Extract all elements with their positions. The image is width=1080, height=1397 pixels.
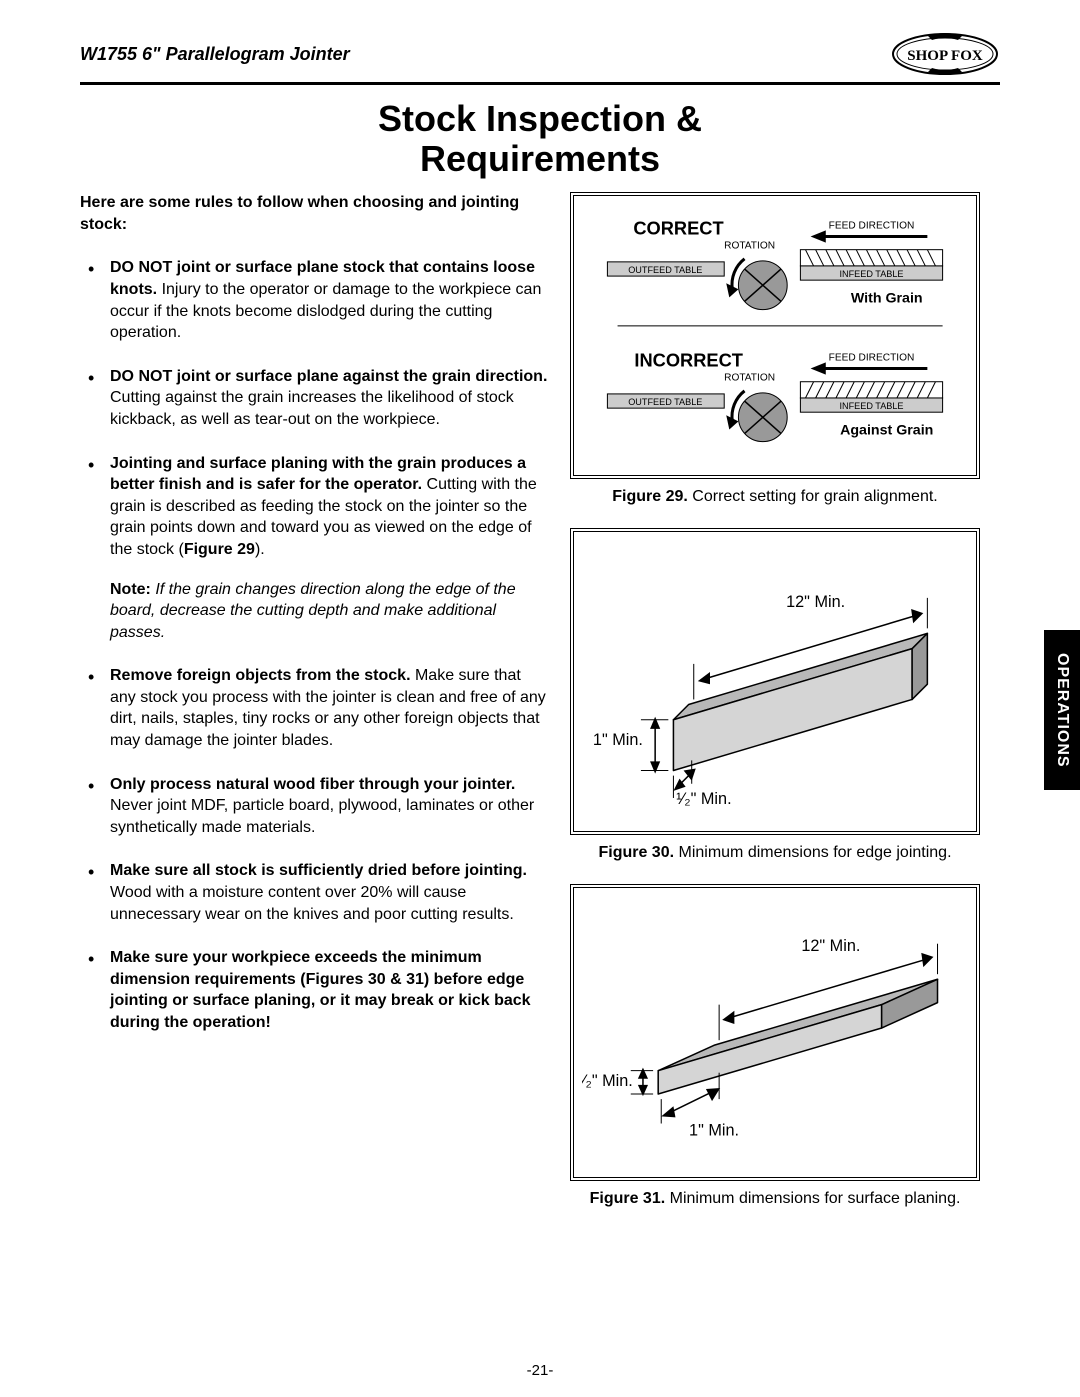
svg-text:12" Min.: 12" Min. — [801, 937, 860, 955]
svg-text:FEED DIRECTION: FEED DIRECTION — [829, 353, 915, 364]
page-title: Stock Inspection & Requirements — [300, 99, 780, 178]
svg-text:SHOP FOX: SHOP FOX — [907, 48, 983, 64]
svg-text:INCORRECT: INCORRECT — [634, 350, 743, 371]
brand-logo: SHOP FOX — [890, 30, 1000, 78]
intro-text: Here are some rules to follow when choos… — [80, 192, 550, 235]
page-number: -21- — [0, 1362, 1080, 1379]
list-item: Make sure your workpiece exceeds the min… — [110, 947, 550, 1033]
text-column: Here are some rules to follow when choos… — [80, 192, 550, 1230]
figure-30-caption: Figure 30. Minimum dimensions for edge j… — [570, 843, 980, 864]
svg-text:FEED DIRECTION: FEED DIRECTION — [829, 221, 915, 232]
svg-text:CORRECT: CORRECT — [633, 218, 723, 239]
svg-text:12" Min.: 12" Min. — [786, 593, 845, 611]
svg-text:OUTFEED TABLE: OUTFEED TABLE — [628, 265, 702, 275]
svg-text:ROTATION: ROTATION — [724, 373, 775, 384]
svg-text:OUTFEED TABLE: OUTFEED TABLE — [628, 397, 702, 407]
surface-plane-diagram: 12" Min. ¹⁄₂" Min. 1" Min. — [582, 898, 968, 1162]
svg-text:Against Grain: Against Grain — [840, 423, 933, 439]
figure-30-box: 12" Min. 1" Min. ¹⁄₂" Min. — [570, 528, 980, 835]
list-item: DO NOT joint or surface plane stock that… — [110, 257, 550, 343]
svg-text:INFEED TABLE: INFEED TABLE — [839, 401, 903, 411]
grain-diagram: CORRECT FEED DIRECTION ROTATION OUTFEED … — [582, 206, 968, 460]
figure-29-caption: Figure 29. Correct setting for grain ali… — [570, 487, 980, 508]
figure-31-box: 12" Min. ¹⁄₂" Min. 1" Min. — [570, 884, 980, 1181]
edge-joint-diagram: 12" Min. 1" Min. ¹⁄₂" Min. — [582, 542, 968, 816]
svg-text:¹⁄₂" Min.: ¹⁄₂" Min. — [582, 1072, 633, 1090]
list-item: DO NOT joint or surface plane against th… — [110, 366, 550, 431]
section-tab: OPERATIONS — [1044, 630, 1080, 790]
figure-31-caption: Figure 31. Minimum dimensions for surfac… — [570, 1189, 980, 1210]
svg-text:INFEED TABLE: INFEED TABLE — [839, 269, 903, 279]
figure-29-box: CORRECT FEED DIRECTION ROTATION OUTFEED … — [570, 192, 980, 479]
rules-list: DO NOT joint or surface plane stock that… — [80, 257, 550, 1033]
list-item: Only process natural wood fiber through … — [110, 774, 550, 839]
svg-text:With Grain: With Grain — [851, 291, 923, 307]
list-item: Jointing and surface planing with the gr… — [110, 453, 550, 644]
svg-text:1" Min.: 1" Min. — [593, 731, 643, 749]
header-model: W1755 6" Parallelogram Jointer — [80, 44, 350, 65]
figures-column: CORRECT FEED DIRECTION ROTATION OUTFEED … — [570, 192, 980, 1230]
list-item: Make sure all stock is sufficiently drie… — [110, 860, 550, 925]
svg-text:ROTATION: ROTATION — [724, 241, 775, 252]
list-item: Remove foreign objects from the stock. M… — [110, 665, 550, 751]
page-header: W1755 6" Parallelogram Jointer SHOP FOX — [80, 30, 1000, 85]
note: Note: If the grain changes direction alo… — [110, 579, 550, 644]
svg-text:1" Min.: 1" Min. — [689, 1122, 739, 1140]
svg-text:¹⁄₂" Min.: ¹⁄₂" Min. — [676, 790, 731, 808]
